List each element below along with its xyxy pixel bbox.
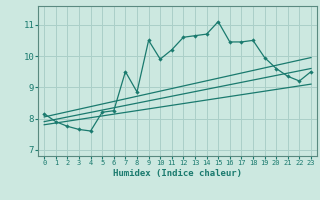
X-axis label: Humidex (Indice chaleur): Humidex (Indice chaleur) [113,169,242,178]
